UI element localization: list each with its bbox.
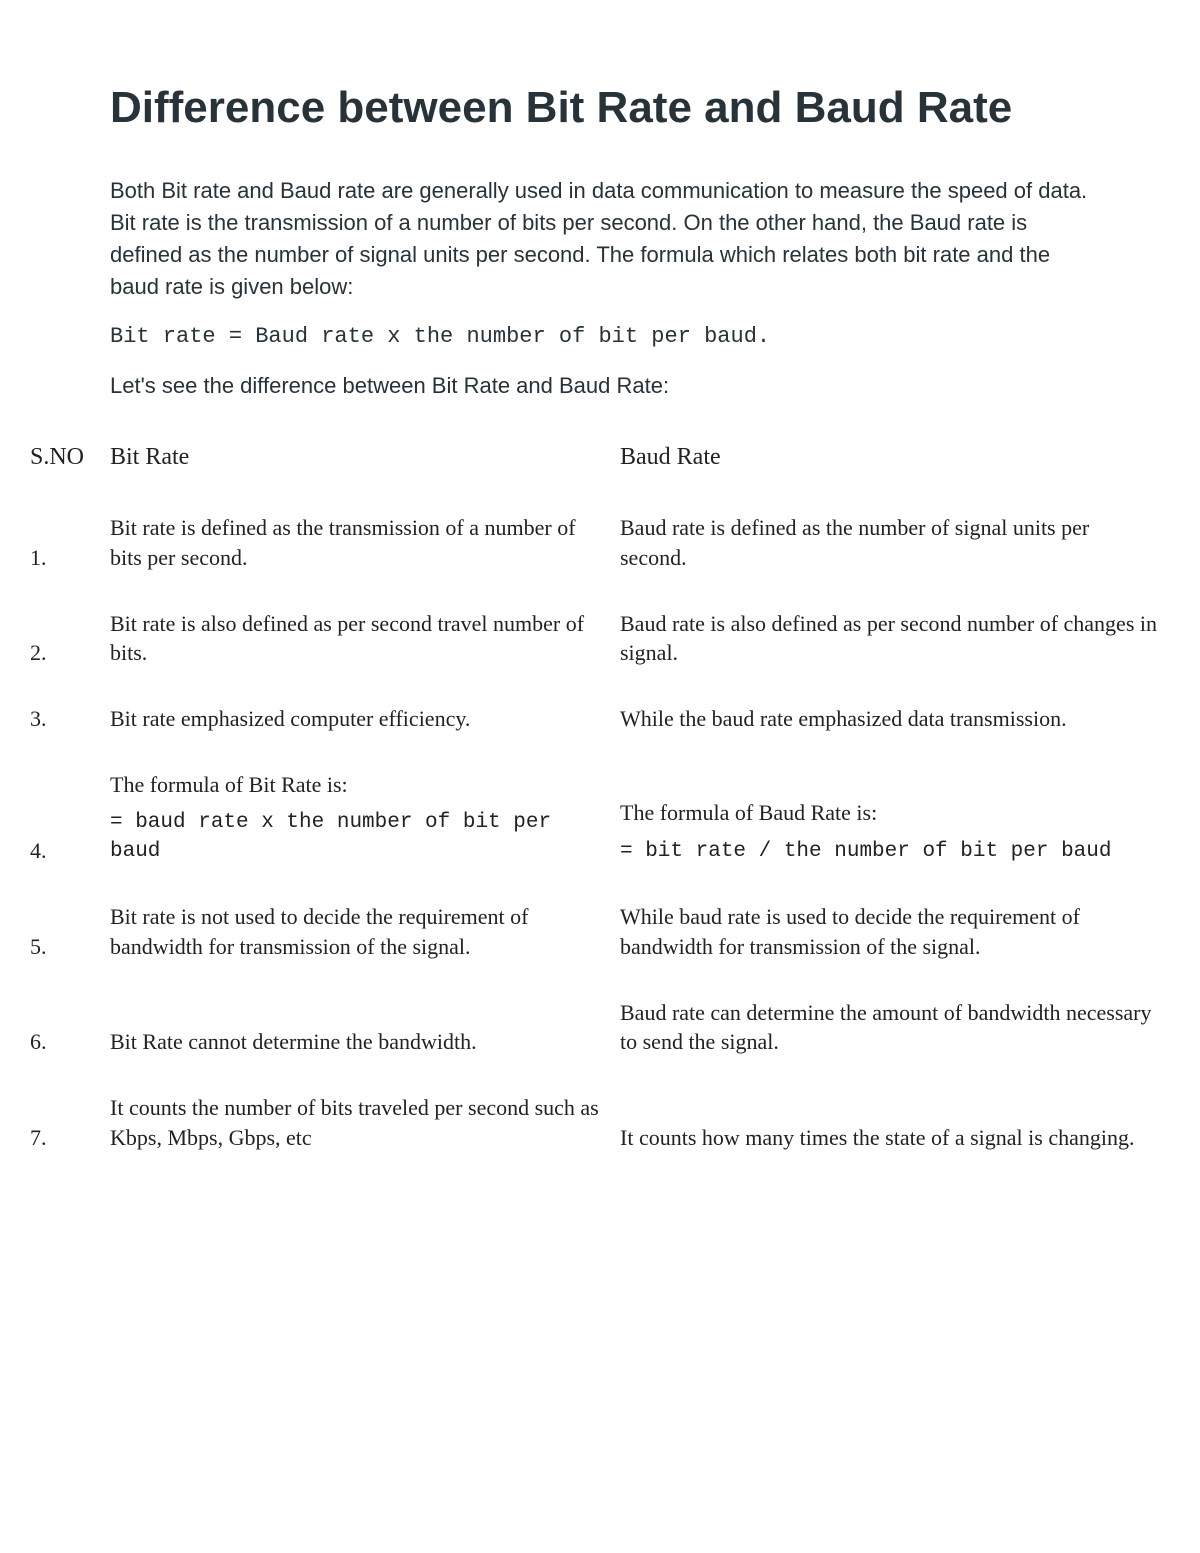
row-sno: 3.	[30, 686, 100, 752]
table-row: 3. Bit rate emphasized computer efficien…	[30, 686, 1170, 752]
col-header-baudrate: Baud Rate	[610, 432, 1170, 495]
row-baudrate: Baud rate is defined as the number of si…	[610, 495, 1170, 590]
table-row: 2. Bit rate is also defined as per secon…	[30, 591, 1170, 686]
baud-formula: = bit rate / the number of bit per baud	[620, 838, 1160, 866]
row-sno: 7.	[30, 1075, 100, 1170]
bit-formula-label: The formula of Bit Rate is:	[110, 770, 600, 800]
row-sno: 5.	[30, 884, 100, 979]
row-baudrate: While baud rate is used to decide the re…	[610, 884, 1170, 979]
row-baudrate: It counts how many times the state of a …	[610, 1075, 1170, 1170]
row-sno: 2.	[30, 591, 100, 686]
row-bitrate: Bit rate is also defined as per second t…	[100, 591, 610, 686]
table-row: 6. Bit Rate cannot determine the bandwid…	[30, 980, 1170, 1075]
table-row: 7. It counts the number of bits traveled…	[30, 1075, 1170, 1170]
sub-intro: Let's see the difference between Bit Rat…	[110, 370, 1090, 402]
row-bitrate: Bit Rate cannot determine the bandwidth.	[100, 980, 610, 1075]
row-sno: 4.	[30, 752, 100, 884]
row-bitrate: Bit rate is not used to decide the requi…	[100, 884, 610, 979]
row-baudrate: The formula of Baud Rate is: = bit rate …	[610, 752, 1170, 884]
main-formula: Bit rate = Baud rate x the number of bit…	[110, 321, 1090, 353]
table-row: 1. Bit rate is defined as the transmissi…	[30, 495, 1170, 590]
page-title: Difference between Bit Rate and Baud Rat…	[110, 80, 1090, 135]
row-bitrate: Bit rate emphasized computer efficiency.	[100, 686, 610, 752]
row-baudrate: Baud rate can determine the amount of ba…	[610, 980, 1170, 1075]
intro-paragraph: Both Bit rate and Baud rate are generall…	[110, 175, 1090, 303]
row-baudrate: Baud rate is also defined as per second …	[610, 591, 1170, 686]
row-bitrate: It counts the number of bits traveled pe…	[100, 1075, 610, 1170]
table-header-row: S.NO Bit Rate Baud Rate	[30, 432, 1170, 495]
row-bitrate: Bit rate is defined as the transmission …	[100, 495, 610, 590]
baud-formula-label: The formula of Baud Rate is:	[620, 798, 1160, 828]
document-content: Difference between Bit Rate and Baud Rat…	[30, 80, 1170, 402]
col-header-bitrate: Bit Rate	[100, 432, 610, 495]
table-row: 5. Bit rate is not used to decide the re…	[30, 884, 1170, 979]
col-header-sno: S.NO	[30, 432, 100, 495]
row-sno: 6.	[30, 980, 100, 1075]
row-bitrate: The formula of Bit Rate is: = baud rate …	[100, 752, 610, 884]
table-row: 4. The formula of Bit Rate is: = baud ra…	[30, 752, 1170, 884]
bit-formula: = baud rate x the number of bit per baud	[110, 809, 600, 866]
row-sno: 1.	[30, 495, 100, 590]
comparison-table: S.NO Bit Rate Baud Rate 1. Bit rate is d…	[30, 432, 1170, 1170]
row-baudrate: While the baud rate emphasized data tran…	[610, 686, 1170, 752]
